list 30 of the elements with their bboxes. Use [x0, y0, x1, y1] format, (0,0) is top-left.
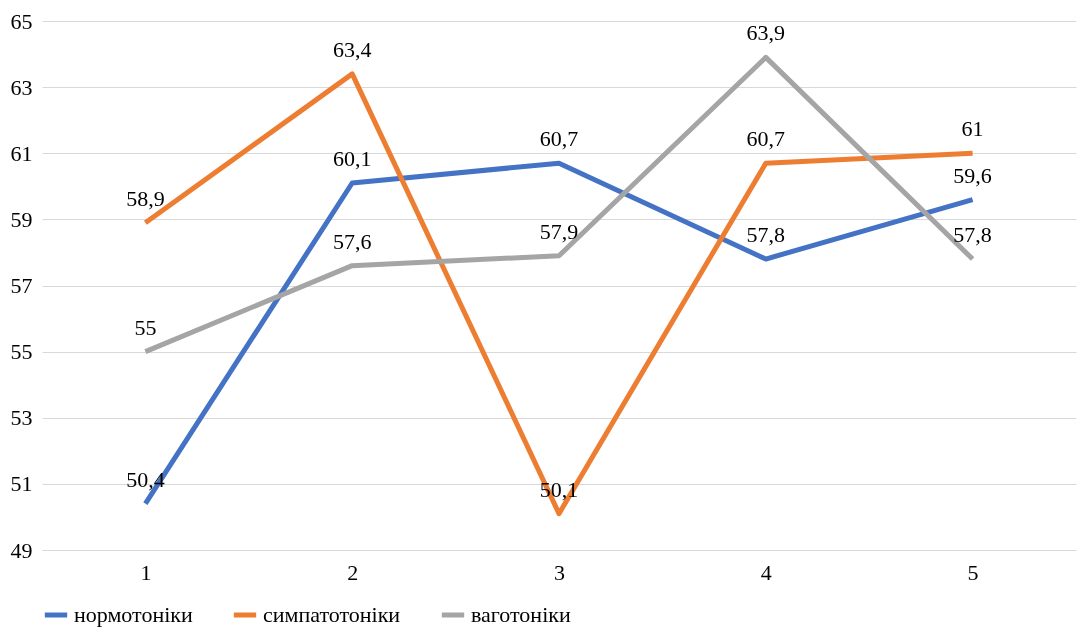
y-tick-label: 55 [10, 339, 33, 365]
data-label: 60,7 [746, 126, 786, 152]
x-tick-label: 2 [347, 559, 359, 585]
data-label: 57,8 [953, 222, 992, 248]
data-label: 59,6 [953, 162, 992, 188]
y-tick-label: 59 [10, 206, 33, 232]
y-tick-label: 49 [10, 537, 33, 563]
y-tick-label: 57 [10, 273, 33, 298]
x-tick-label: 4 [760, 559, 772, 585]
data-label: 57,9 [539, 218, 579, 244]
data-label: 55 [134, 314, 157, 340]
data-label: 63,9 [746, 20, 786, 46]
y-tick-label: 61 [10, 140, 33, 166]
y-tick-label: 53 [10, 405, 33, 431]
data-label: 60,7 [539, 126, 579, 152]
y-tick-label: 63 [10, 74, 33, 100]
x-tick-label: 1 [140, 559, 152, 585]
legend-label: нормотоніки [74, 602, 193, 627]
x-tick-label: 3 [554, 559, 565, 585]
data-label: 60,1 [332, 146, 372, 172]
data-label: 61 [961, 116, 984, 142]
data-label: 58,9 [126, 185, 165, 211]
data-label: 57,8 [746, 222, 786, 248]
y-tick-label: 65 [10, 8, 33, 34]
x-tick-label: 5 [967, 559, 979, 585]
data-label: 63,4 [332, 36, 372, 62]
legend-label: симпатотоніки [263, 602, 401, 627]
y-tick-label: 51 [10, 471, 33, 497]
legend-label: ваготоніки [471, 602, 571, 627]
data-label: 57,6 [332, 228, 372, 254]
